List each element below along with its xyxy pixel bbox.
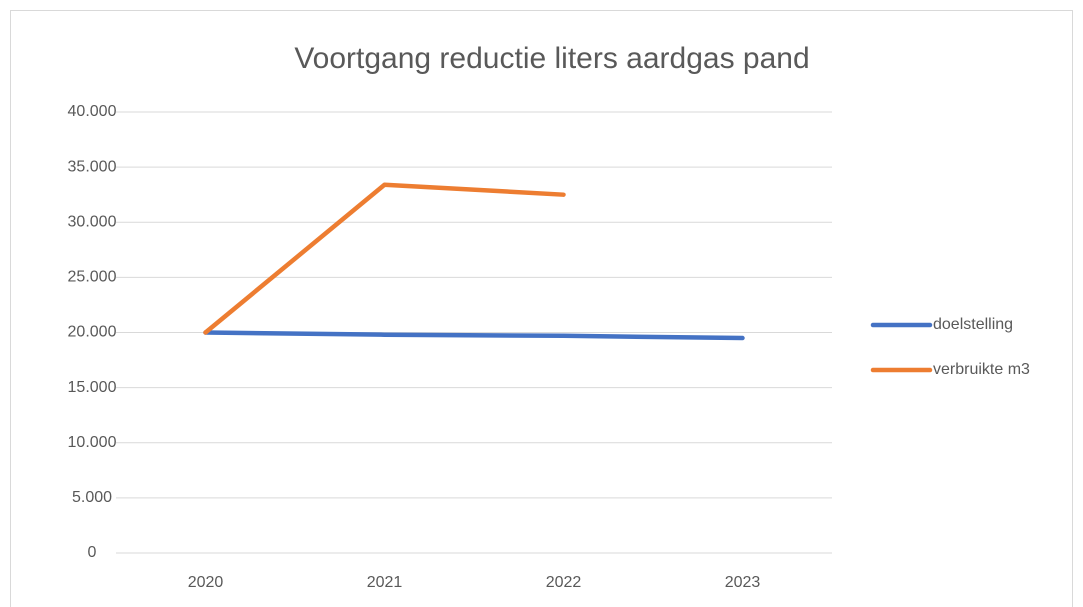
x-tick-label: 2023 (725, 574, 761, 591)
y-tick-label: 25.000 (68, 269, 117, 286)
line-series (203, 330, 745, 341)
legend-label: doelstelling (933, 316, 1013, 333)
x-tick-label: 2021 (367, 574, 403, 591)
line-series (203, 182, 566, 335)
y-tick-label: 0 (88, 544, 97, 561)
y-tick-label: 35.000 (68, 158, 117, 175)
y-tick-label: 10.000 (68, 434, 117, 451)
y-tick-label: 15.000 (68, 379, 117, 396)
y-tick-label: 5.000 (72, 489, 112, 506)
y-tick-label: 30.000 (68, 213, 117, 230)
x-tick-label: 2022 (546, 574, 582, 591)
x-tick-label: 2020 (188, 574, 224, 591)
chart-frame (10, 10, 1073, 607)
y-tick-label: 20.000 (68, 324, 117, 341)
chart-title: Voortgang reductie liters aardgas pand (294, 42, 809, 75)
y-tick-label: 40.000 (68, 103, 117, 120)
legend-label: verbruikte m3 (933, 361, 1030, 378)
